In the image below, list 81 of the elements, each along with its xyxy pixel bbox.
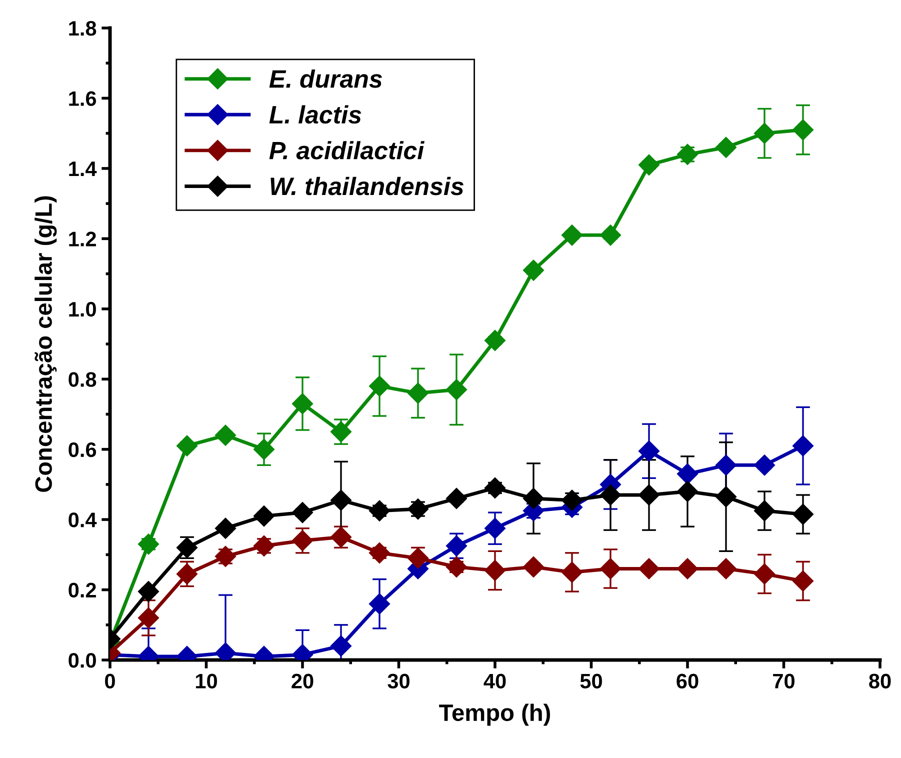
- point: [600, 484, 622, 506]
- x-tick-label: 30: [388, 674, 410, 689]
- point: [368, 593, 390, 614]
- x-tick-label: 0: [105, 674, 115, 688]
- point: [484, 477, 506, 498]
- point: [792, 504, 814, 525]
- y-tick-label: 0.6: [68, 442, 96, 458]
- y-tick-label: 1.6: [69, 91, 96, 106]
- point: [522, 488, 544, 510]
- point: [446, 488, 468, 510]
- point: [638, 154, 660, 176]
- x-tick-label: 60: [676, 674, 698, 688]
- y-axis-title: Concentração celular (g/L): [34, 196, 57, 492]
- point: [484, 560, 506, 581]
- point: [638, 440, 660, 462]
- point: [754, 454, 776, 476]
- point: [368, 542, 390, 564]
- point: [715, 136, 737, 158]
- point: [522, 260, 544, 281]
- point: [715, 558, 737, 580]
- y-tick-label: 1.4: [69, 162, 97, 176]
- point: [676, 463, 698, 484]
- point: [600, 558, 622, 580]
- point: [792, 570, 814, 592]
- point: [484, 330, 506, 352]
- x-tick-label: 80: [869, 674, 891, 688]
- x-tick-label: 50: [580, 674, 602, 688]
- point: [715, 454, 737, 476]
- x-tick-label: 20: [292, 674, 314, 688]
- point: [176, 435, 198, 456]
- point: [754, 500, 776, 522]
- point: [368, 376, 390, 397]
- point: [561, 224, 583, 246]
- point: [484, 518, 506, 539]
- point: [522, 556, 544, 578]
- point: [407, 548, 429, 569]
- y-tick-label: 0.2: [68, 582, 96, 598]
- point: [754, 563, 776, 584]
- point: [638, 484, 660, 506]
- point: [214, 424, 236, 446]
- point: [138, 534, 160, 555]
- point: [676, 558, 698, 580]
- y-tick-label: 0.4: [68, 512, 97, 528]
- y-tick-label: 1.8: [69, 21, 96, 36]
- y-tick-label: 1.0: [69, 302, 96, 317]
- point: [754, 122, 776, 144]
- point: [446, 379, 468, 400]
- point: [330, 490, 352, 511]
- point: [138, 607, 160, 628]
- point: [446, 556, 468, 578]
- point: [792, 435, 814, 456]
- y-tick-label: 0.0: [68, 653, 96, 668]
- x-tick-label: 70: [773, 674, 794, 688]
- point: [368, 500, 390, 522]
- y-tick-label: 0.8: [68, 372, 96, 387]
- point: [253, 506, 275, 527]
- point: [253, 438, 275, 460]
- x-tick-label: 10: [196, 674, 217, 688]
- point: [138, 581, 160, 602]
- point: [330, 635, 352, 656]
- x-axis-title: Tempo (h): [439, 704, 550, 726]
- point: [407, 382, 429, 404]
- legend-label: L. lactis: [269, 105, 362, 124]
- point: [792, 119, 814, 140]
- point: [446, 535, 468, 556]
- point: [600, 224, 622, 246]
- point: [292, 393, 314, 414]
- point: [561, 490, 583, 511]
- legend-label: P. acidilactici: [269, 141, 425, 160]
- legend-label: W. thailandensis: [270, 176, 464, 196]
- point: [330, 526, 352, 548]
- point: [292, 502, 314, 524]
- point: [214, 518, 236, 539]
- y-tick-label: 1.2: [69, 232, 96, 246]
- point: [561, 562, 583, 583]
- point: [715, 486, 737, 508]
- point: [176, 563, 198, 584]
- legend-label: E. durans: [269, 69, 382, 88]
- point: [638, 558, 660, 580]
- x-tick-label: 40: [484, 674, 506, 688]
- point: [676, 480, 698, 502]
